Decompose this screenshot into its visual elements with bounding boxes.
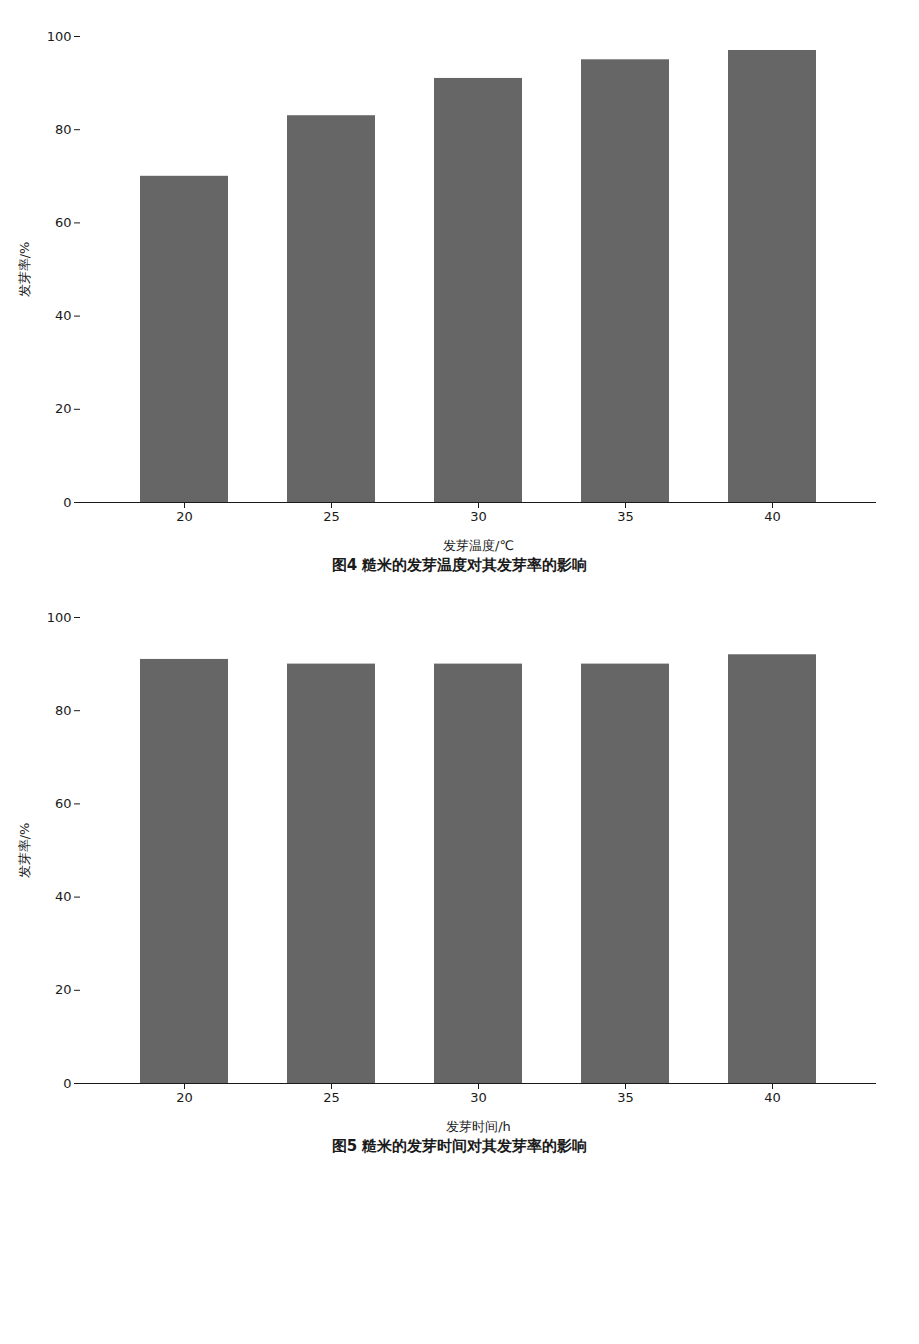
svg-text:发芽率/%: 发芽率/% [17, 823, 32, 879]
svg-text:25: 25 [323, 509, 340, 524]
svg-text:100: 100 [47, 610, 72, 625]
svg-text:发芽率/%: 发芽率/% [17, 242, 32, 298]
svg-text:80: 80 [55, 122, 72, 137]
svg-text:40: 40 [764, 509, 781, 524]
html-text:图5 糙米的发芽时间对其发芽率的影响: 图5 糙米的发芽时间对其发芽率的影响 [331, 1137, 588, 1155]
svg-text:40: 40 [764, 1090, 781, 1105]
svg-text:60: 60 [55, 215, 72, 230]
svg-text:0: 0 [63, 1076, 71, 1091]
svg-text:0: 0 [63, 495, 71, 510]
svg-text:100: 100 [47, 29, 72, 44]
svg-text:20: 20 [176, 1090, 193, 1105]
svg-text:40: 40 [55, 889, 72, 904]
svg-text:20: 20 [55, 982, 72, 997]
html-text:图4 糙米的发芽温度对其发芽率的影响: 图4 糙米的发芽温度对其发芽率的影响 [331, 556, 588, 574]
svg-text:35: 35 [617, 1090, 634, 1105]
svg-text:35: 35 [617, 509, 634, 524]
svg-text:30: 30 [470, 509, 487, 524]
svg-text:40: 40 [55, 308, 72, 323]
svg-text:80: 80 [55, 703, 72, 718]
svg-text:发芽温度/℃: 发芽温度/℃ [443, 538, 514, 553]
svg-text:60: 60 [55, 796, 72, 811]
svg-text:20: 20 [55, 401, 72, 416]
svg-text:25: 25 [323, 1090, 340, 1105]
svg-text:发芽时间/h: 发芽时间/h [446, 1119, 511, 1134]
svg-text:30: 30 [470, 1090, 487, 1105]
svg-text:20: 20 [176, 509, 193, 524]
